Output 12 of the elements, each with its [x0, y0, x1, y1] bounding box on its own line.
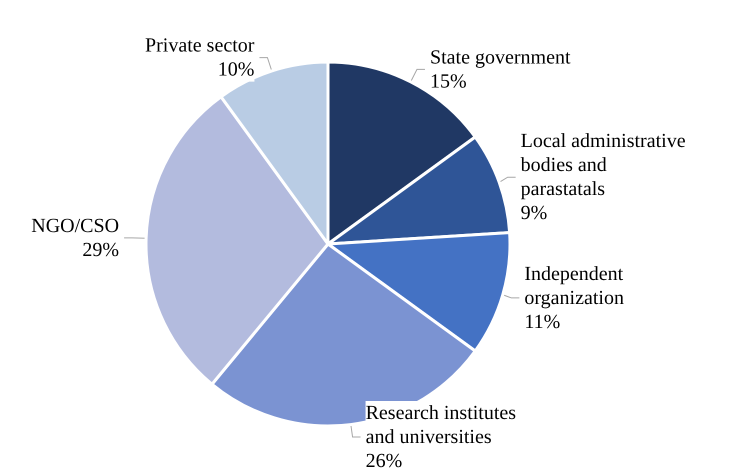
slice-label: State government — [430, 46, 571, 68]
data-label: 9% — [520, 202, 548, 224]
data-label: 15% — [430, 70, 467, 92]
slice-label: NGO/CSO — [31, 214, 120, 237]
slice-label: Research institutes and universities — [366, 402, 522, 448]
data-label: 26% — [366, 450, 402, 472]
data-label: 11% — [524, 310, 560, 333]
slice-label: Local administrative bodies and parastatals — [520, 130, 691, 200]
slice-label: Independent organization — [524, 262, 628, 309]
data-label: 10% — [218, 58, 254, 81]
data-label: 29% — [82, 238, 120, 261]
slice-label: Private sector — [145, 34, 255, 57]
